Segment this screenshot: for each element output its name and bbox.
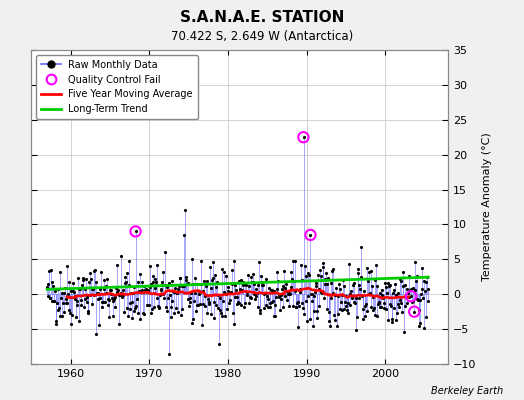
Text: Berkeley Earth: Berkeley Earth: [431, 386, 503, 396]
Point: [299, 134, 308, 140]
Text: 70.422 S, 2.649 W (Antarctica): 70.422 S, 2.649 W (Antarctica): [171, 30, 353, 43]
Y-axis label: Temperature Anomaly (°C): Temperature Anomaly (°C): [482, 133, 492, 281]
Point: [407, 293, 416, 300]
Legend: Raw Monthly Data, Quality Control Fail, Five Year Moving Average, Long-Term Tren: Raw Monthly Data, Quality Control Fail, …: [36, 55, 198, 119]
Point: [132, 228, 140, 235]
Point: [410, 308, 419, 315]
Point: [307, 232, 315, 238]
Text: S.A.N.A.E. STATION: S.A.N.A.E. STATION: [180, 10, 344, 25]
